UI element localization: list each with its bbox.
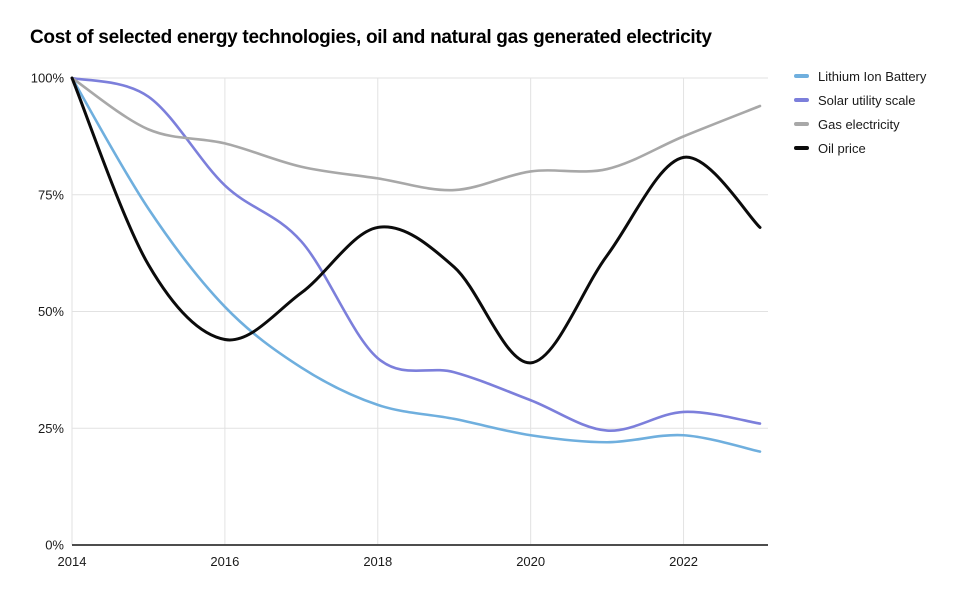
legend-swatch-icon: [794, 74, 809, 78]
y-tick-label: 75%: [38, 187, 64, 202]
series-line-lithium-ion-battery: [70, 76, 762, 453]
legend-item-lithium-ion-battery: Lithium Ion Battery: [794, 64, 926, 88]
series-line-gas-electricity: [70, 76, 762, 192]
legend-label: Gas electricity: [818, 116, 900, 132]
x-tick-label: 2018: [363, 554, 392, 569]
series-line-oil-price: [70, 76, 762, 365]
legend-label: Lithium Ion Battery: [818, 68, 927, 84]
x-tick-label: 2014: [58, 554, 87, 569]
legend-label: Solar utility scale: [818, 92, 916, 108]
legend-swatch-icon: [794, 122, 809, 126]
legend-item-solar-utility-scale: Solar utility scale: [794, 88, 926, 112]
chart-title: Cost of selected energy technologies, oi…: [30, 27, 712, 48]
y-tick-label: 0%: [45, 538, 64, 553]
y-tick-label: 25%: [38, 421, 64, 436]
x-tick-label: 2016: [210, 554, 239, 569]
x-tick-label: 2022: [669, 554, 698, 569]
legend-item-gas-electricity: Gas electricity: [794, 112, 926, 136]
y-tick-label: 100%: [31, 71, 65, 86]
y-tick-label: 50%: [38, 304, 64, 319]
series-line-solar-utility-scale: [70, 76, 762, 432]
legend-label: Oil price: [818, 140, 866, 156]
legend-item-oil-price: Oil price: [794, 136, 926, 160]
chart-legend: Lithium Ion Battery Solar utility scale Ga…: [794, 64, 926, 160]
x-tick-label: 2020: [516, 554, 545, 569]
legend-swatch-icon: [794, 98, 809, 102]
legend-swatch-icon: [794, 146, 809, 150]
